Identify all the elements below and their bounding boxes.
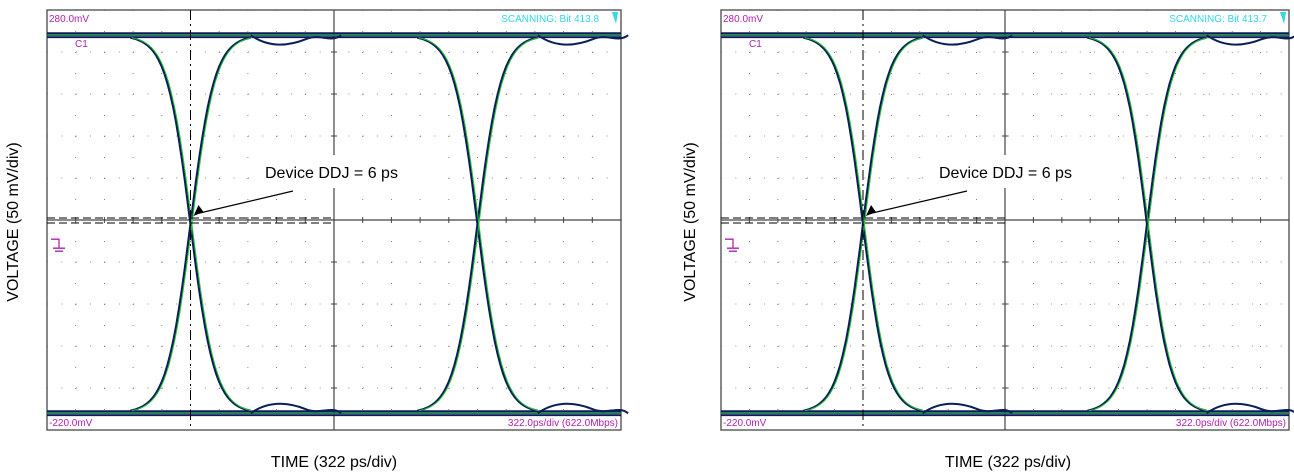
eye-traces bbox=[721, 32, 1294, 417]
top-voltage-readout: 280.0mV bbox=[723, 14, 763, 25]
falling-edge-overlay bbox=[1088, 37, 1209, 412]
x-axis-label: TIME (322 ps/div) bbox=[944, 454, 1072, 471]
falling-edge-overlay bbox=[804, 37, 925, 412]
y-axis-label: VOLTAGE (50 mV/div) bbox=[682, 142, 699, 302]
timebase-readout: 322.0ps/div (622.0Mbps) bbox=[508, 418, 618, 429]
annotation-label: Device DDJ = 6 ps bbox=[265, 165, 398, 182]
top-voltage-readout: 280.0mV bbox=[49, 14, 89, 25]
falling-edge bbox=[416, 36, 539, 412]
scan-status-readout: SCANNING: Bit 413.8 bbox=[501, 14, 599, 25]
annotation-label: Device DDJ = 6 ps bbox=[939, 165, 1072, 182]
x-axis-label: TIME (322 ps/div) bbox=[270, 454, 398, 471]
eye-diagram-panel-1: 280.0mV -220.0mV SCANNING: Bit 413.8 322.0p… bbox=[5, 9, 629, 471]
y-axis-label: VOLTAGE (50 mV/div) bbox=[5, 142, 22, 302]
annotation-box bbox=[257, 155, 445, 188]
annotation-arrow bbox=[867, 190, 968, 215]
ringing-low bbox=[537, 402, 629, 415]
falling-edge-overlay bbox=[418, 37, 540, 412]
ringing-high bbox=[250, 34, 342, 46]
eye-diagram-panel-2: 280.0mV -220.0mV SCANNING: Bit 413.7 322.0p… bbox=[647, 0, 1294, 476]
bottom-voltage-readout: -220.0mV bbox=[723, 418, 767, 429]
falling-edge bbox=[1087, 36, 1207, 412]
eye-diagram-chart-1: 280.0mV -220.0mV SCANNING: Bit 413.8 322.0p… bbox=[46, 9, 629, 431]
annotation-arrow bbox=[195, 190, 294, 215]
ringing-low bbox=[250, 402, 342, 415]
channel-label: C1 bbox=[75, 39, 88, 50]
eye-diagram-chart-2: 280.0mV -220.0mV SCANNING: Bit 413.7 322.0p… bbox=[720, 9, 1294, 431]
trigger-icon bbox=[612, 12, 618, 24]
timebase-readout: 322.0ps/div (622.0Mbps) bbox=[1176, 418, 1286, 429]
annotation-arrowhead bbox=[866, 205, 876, 216]
ringing-low bbox=[1206, 402, 1294, 415]
annotation-box bbox=[931, 155, 1119, 188]
ringing-high bbox=[1206, 34, 1294, 46]
channel-label: C1 bbox=[749, 39, 762, 50]
ground-reference-icon bbox=[725, 238, 739, 252]
falling-edge-overlay bbox=[131, 37, 253, 412]
scan-status-readout: SCANNING: Bit 413.7 bbox=[1169, 14, 1267, 25]
ringing-low bbox=[922, 402, 1013, 415]
bottom-voltage-readout: -220.0mV bbox=[49, 418, 93, 429]
ringing-high bbox=[922, 34, 1013, 46]
ringing-high bbox=[537, 34, 629, 46]
ground-reference-icon bbox=[51, 238, 65, 252]
trigger-icon bbox=[1280, 12, 1286, 24]
annotation-arrowhead bbox=[193, 205, 204, 216]
